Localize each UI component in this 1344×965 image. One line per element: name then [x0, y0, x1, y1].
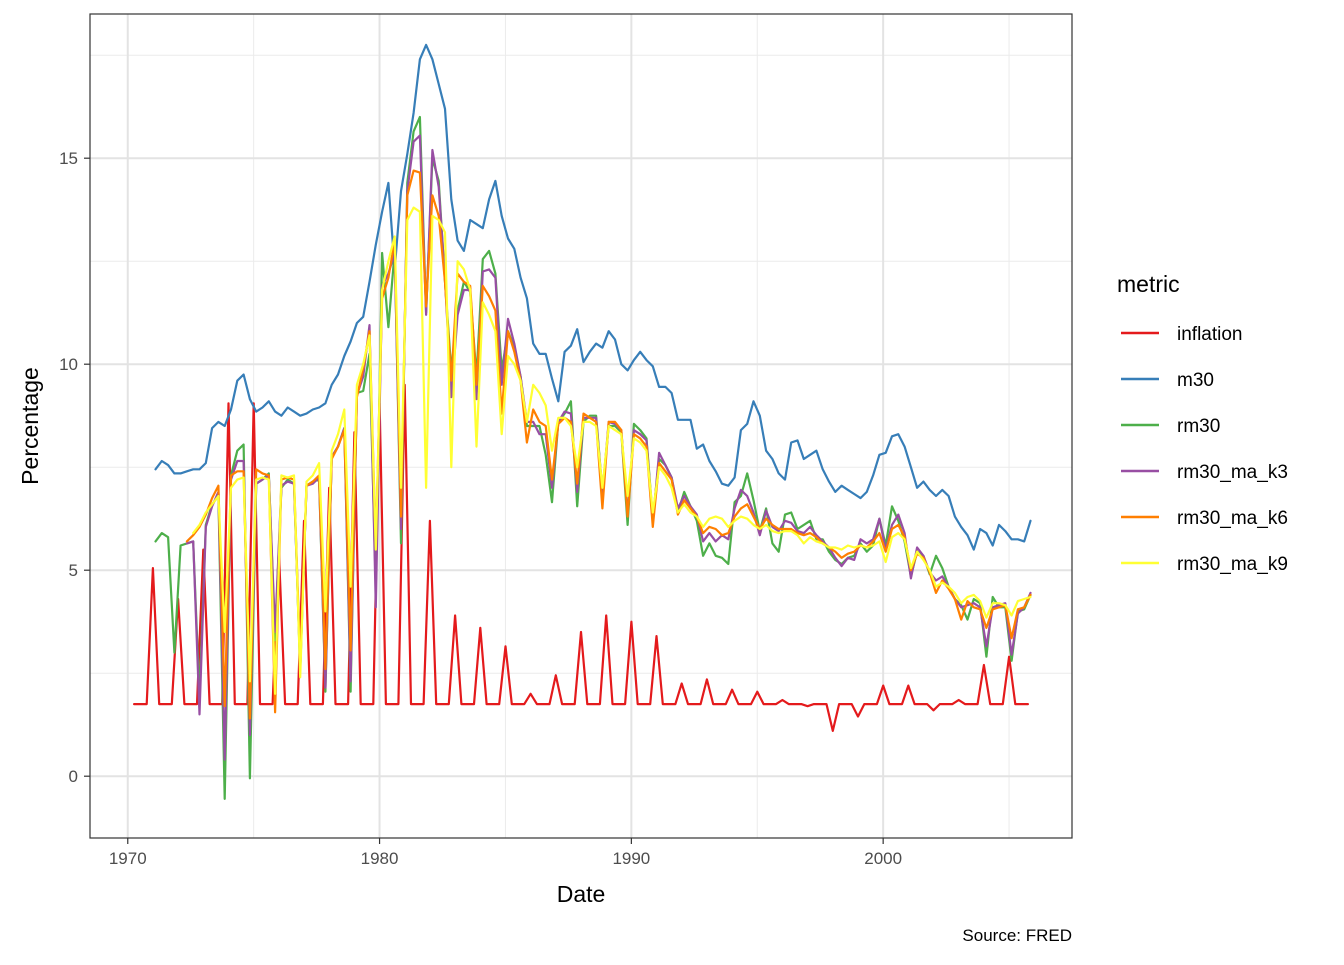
legend-label: rm30_ma_k3	[1177, 462, 1288, 483]
x-axis-title: Date	[557, 881, 606, 907]
legend-label: rm30_ma_k6	[1177, 508, 1288, 529]
plot-panel	[90, 14, 1072, 838]
y-tick-label: 5	[69, 561, 78, 580]
legend-label: inflation	[1177, 324, 1243, 345]
series-line-rm30-ma-k6	[185, 169, 1032, 720]
x-axis: 1970 1980 1990 2000	[109, 838, 902, 868]
legend-items: inflation m30 rm30 rm30_ma_k3 rm30_ma_k6 rm30…	[1121, 324, 1288, 575]
y-tick-label: 10	[59, 355, 78, 374]
series-layer	[133, 43, 1032, 800]
plot-background	[90, 14, 1072, 838]
legend: metric inflation m30 rm30 rm30_ma_k3 rm30_ma…	[1117, 271, 1288, 575]
x-tick-label: 2000	[864, 849, 902, 868]
x-tick-label: 1990	[612, 849, 650, 868]
y-tick-label: 15	[59, 149, 78, 168]
y-tick-label: 0	[69, 767, 78, 786]
legend-title: metric	[1117, 271, 1180, 297]
x-tick-label: 1980	[361, 849, 399, 868]
y-axis-title: Percentage	[17, 367, 43, 485]
plot-border	[89, 13, 1073, 839]
caption: Source: FRED	[962, 926, 1072, 945]
x-tick-label: 1970	[109, 849, 147, 868]
y-axis: 0 5 10 15	[59, 149, 90, 786]
legend-label: rm30	[1177, 416, 1220, 437]
series-line-m30	[154, 43, 1032, 551]
series-line-inflation	[133, 383, 1029, 732]
legend-label: rm30_ma_k9	[1177, 554, 1288, 575]
series-line-rm30-ma-k9	[192, 206, 1032, 695]
legend-label: m30	[1177, 370, 1214, 391]
